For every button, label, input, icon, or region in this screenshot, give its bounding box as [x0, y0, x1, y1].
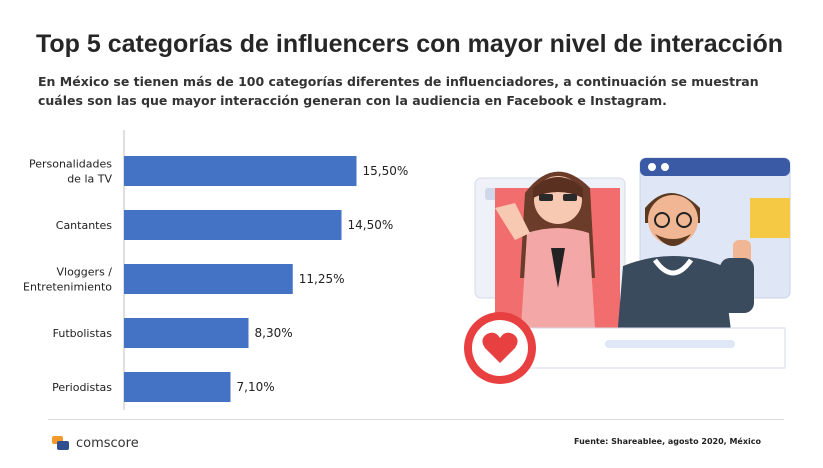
bar-chart: 15,50% Personalidades de la TV 14,50% Cantan… [23, 130, 409, 410]
data-label-3: 8,30% [255, 326, 293, 340]
data-label-1: 14,50% [348, 218, 394, 232]
bar-2 [124, 264, 293, 294]
brand-name: comscore [76, 435, 139, 451]
bar-1 [124, 210, 342, 240]
category-label-1: Cantantes [56, 219, 112, 232]
page-subtitle: En México se tienen más de 100 categoría… [38, 74, 759, 108]
data-label-0: 15,50% [363, 164, 409, 178]
data-label-4: 7,10% [237, 380, 275, 394]
category-label-0: Personalidades de la TV [29, 158, 112, 186]
brand: comscore [52, 434, 139, 452]
page-title: Top 5 categorías de influencers con mayo… [36, 30, 783, 58]
footer-divider [48, 419, 784, 420]
influencers-illustration-icon [464, 157, 791, 384]
data-label-2: 11,25% [299, 272, 345, 286]
comscore-logo-icon [52, 436, 69, 450]
category-label-4: Periodistas [52, 381, 112, 394]
bar-3 [124, 318, 249, 348]
bar-4 [124, 372, 231, 402]
source-note: Fuente: Shareablee, agosto 2020, México [574, 437, 761, 446]
category-label-2: Vloggers / Entretenimiento [23, 266, 112, 294]
category-label-3: Futbolistas [53, 327, 113, 340]
bar-0 [124, 156, 357, 186]
